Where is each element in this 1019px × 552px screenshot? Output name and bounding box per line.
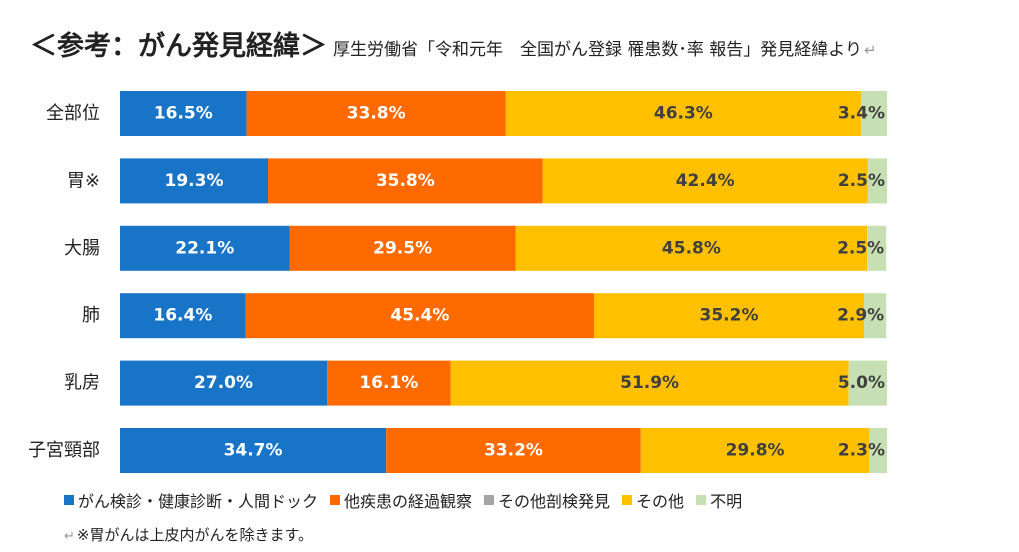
return-mark-icon: ↵	[863, 41, 877, 59]
data-label: 29.8%	[726, 441, 785, 461]
legend-label: がん検診・健康診断・人間ドック	[78, 492, 319, 511]
bar-segment	[120, 428, 387, 473]
data-label: 19.3%	[165, 171, 224, 191]
bar-segment	[515, 225, 868, 271]
data-label: 45.4%	[390, 306, 449, 326]
data-label: 5.0%	[838, 373, 885, 393]
bar-segment	[120, 360, 328, 406]
bar-segment	[542, 158, 868, 204]
legend-label: その他剖検発見	[498, 492, 611, 511]
data-label: 29.5%	[373, 238, 432, 258]
data-label: 51.9%	[620, 373, 679, 393]
bar-segment	[386, 428, 641, 473]
bar-segment	[640, 428, 870, 473]
bar-segment	[869, 428, 887, 473]
data-label: 16.1%	[359, 373, 418, 393]
legend-label: 不明	[710, 492, 743, 511]
data-label: 16.4%	[153, 306, 212, 326]
bar-segment	[867, 225, 887, 271]
bar-segment	[450, 360, 849, 406]
title-row: ＜参考：がん発見経緯＞ 厚生労働省「令和元年 全国がん登録 罹患数･率 報告」発見…	[30, 24, 877, 63]
legend-item: その他剖検発見	[484, 488, 610, 512]
legend-item: 不明	[696, 488, 742, 512]
footnote-row: ↵ ※胃がんは上皮内がんを除きます。	[64, 524, 313, 545]
data-label: 34.7%	[224, 441, 283, 461]
bar-segment	[268, 158, 543, 204]
bar-segment	[327, 360, 451, 406]
data-label: 2.3%	[838, 441, 885, 461]
bar-segment	[863, 293, 887, 339]
bar-segment	[867, 158, 887, 204]
bar-segment	[120, 225, 290, 271]
legend-swatch	[622, 495, 633, 505]
chart-subtitle: 厚生労働省「令和元年 全国がん登録 罹患数･率 報告」発見経緯より	[333, 40, 862, 60]
bar-segment	[848, 360, 887, 406]
legend-swatch	[484, 495, 495, 505]
category-label: 全部位	[46, 103, 100, 124]
category-label: 子宮頸部	[28, 440, 100, 461]
bar-segment	[120, 293, 246, 339]
category-label: 胃※	[67, 170, 100, 191]
category-label: 乳房	[64, 373, 100, 394]
data-label: 2.9%	[837, 306, 884, 326]
stacked-bar-chart: 全部位 16.5% 33.8% 46.3% 3.4% 胃※ 19.3% 35.8% 42.4% 2…	[28, 91, 887, 473]
data-label: 2.5%	[837, 238, 884, 258]
data-label: 35.2%	[700, 306, 759, 326]
bar-segment	[594, 293, 864, 339]
legend-item: がん検診・健康診断・人間ドック	[64, 488, 318, 512]
bar-segment	[245, 293, 595, 339]
chart-title: ＜参考：がん発見経緯＞	[30, 31, 327, 62]
legend-swatch	[696, 495, 707, 505]
legend: がん検診・健康診断・人間ドック 他疾患の経過観察 その他剖検発見 その他 不明	[64, 488, 754, 512]
legend-swatch	[64, 495, 74, 505]
bar-segment	[120, 91, 247, 136]
data-label: 42.4%	[676, 171, 735, 191]
bar-segment	[246, 91, 506, 136]
bar-segment	[860, 91, 887, 136]
return-mark-icon: ↵	[64, 529, 75, 544]
bar-segment	[120, 158, 269, 204]
data-label: 16.5%	[154, 104, 213, 124]
data-label: 2.5%	[838, 171, 885, 191]
category-label: 大腸	[64, 238, 100, 259]
bar-segment	[289, 225, 516, 271]
footnote: ※胃がんは上皮内がんを除きます。	[76, 526, 313, 544]
data-label: 35.8%	[376, 171, 435, 191]
bar-segment	[505, 91, 861, 136]
data-label: 3.4%	[838, 104, 885, 124]
category-label: 肺	[82, 305, 100, 326]
data-label: 46.3%	[654, 104, 713, 124]
legend-label: その他	[636, 492, 685, 511]
data-label: 45.8%	[662, 238, 721, 258]
legend-swatch	[330, 495, 341, 505]
data-label: 33.2%	[484, 441, 543, 461]
data-label: 33.8%	[347, 104, 406, 124]
legend-item: その他	[622, 488, 684, 512]
legend-item: 他疾患の経過観察	[330, 488, 472, 512]
legend-label: 他疾患の経過観察	[344, 492, 473, 511]
data-label: 22.1%	[175, 238, 234, 258]
data-label: 27.0%	[194, 373, 253, 393]
